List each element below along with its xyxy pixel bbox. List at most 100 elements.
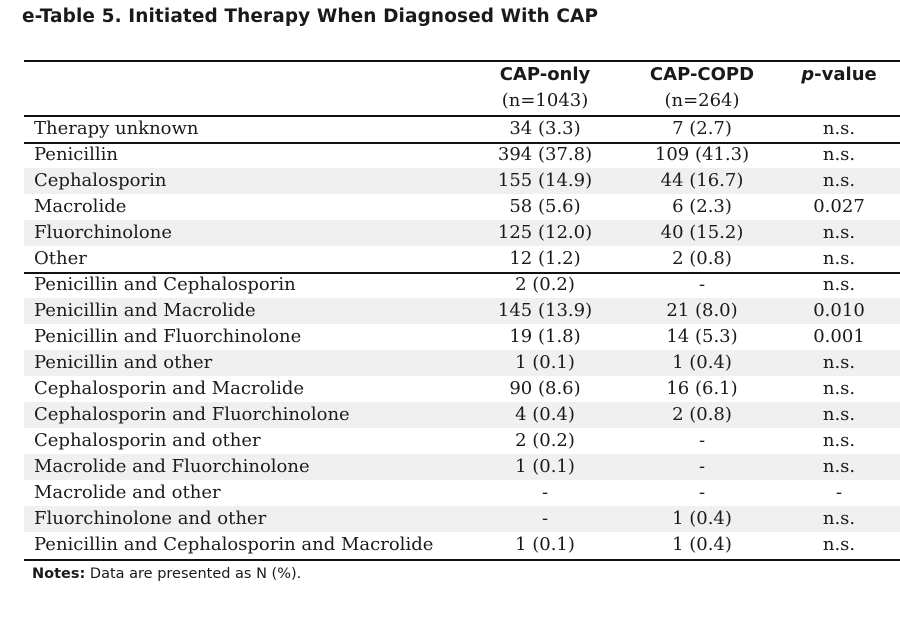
cell-p-value: 0.027	[813, 196, 865, 217]
cell-cap-only: 90 (8.6)	[509, 378, 581, 399]
cell-cap-only: 58 (5.6)	[509, 196, 581, 217]
cell-cap-copd: 16 (6.1)	[666, 378, 738, 399]
row-label: Penicillin	[34, 144, 119, 165]
table-row: Other 12 (1.2) 2 (0.8) n.s.	[24, 246, 900, 272]
row-label: Other	[34, 248, 87, 269]
table-row: Macrolide and Fluorchinolone 1 (0.1) - n.s.	[24, 454, 900, 480]
cell-cap-copd: -	[698, 430, 706, 451]
table-row: Penicillin and Cephalosporin 2 (0.2) - n.s.	[24, 272, 900, 298]
top-rule	[24, 60, 900, 62]
table-row: Cephalosporin and Fluorchinolone 4 (0.4) 2…	[24, 402, 900, 428]
cell-p-value: n.s.	[822, 430, 856, 451]
cell-cap-only: 4 (0.4)	[515, 404, 575, 425]
header-p-value-label: p-value	[778, 62, 900, 88]
bottom-rule	[24, 559, 900, 561]
cell-cap-copd: -	[698, 274, 706, 295]
cell-cap-only: -	[541, 508, 549, 529]
cell-cap-only: 394 (37.8)	[497, 144, 593, 165]
cell-cap-copd: 1 (0.4)	[672, 534, 732, 555]
cell-p-value: n.s.	[822, 378, 856, 399]
row-label: Macrolide and other	[34, 482, 221, 503]
header-cap-copd: CAP-COPD (n=264)	[626, 62, 778, 114]
cell-p-value: n.s.	[822, 118, 856, 139]
table-row: Macrolide and other - - -	[24, 480, 900, 506]
header-p-suffix: -value	[814, 64, 877, 85]
row-label: Penicillin and Fluorchinolone	[34, 326, 302, 347]
header-rule	[24, 115, 900, 117]
cell-cap-only: 1 (0.1)	[515, 456, 575, 477]
cell-p-value: n.s.	[822, 456, 856, 477]
row-label: Macrolide and Fluorchinolone	[34, 456, 310, 477]
cell-cap-copd: 2 (0.8)	[672, 248, 732, 269]
table-row: Fluorchinolone 125 (12.0) 40 (15.2) n.s.	[24, 220, 900, 246]
cell-p-value: n.s.	[822, 248, 856, 269]
cell-cap-copd: 14 (5.3)	[666, 326, 738, 347]
row-label: Cephalosporin and Macrolide	[34, 378, 305, 399]
row-label: Cephalosporin and Fluorchinolone	[34, 404, 350, 425]
table-row: Penicillin 394 (37.8) 109 (41.3) n.s.	[24, 142, 900, 168]
table-row: Penicillin and other 1 (0.1) 1 (0.4) n.s.	[24, 350, 900, 376]
table-notes: Notes: Data are presented as N (%).	[32, 566, 301, 582]
row-label: Macrolide	[34, 196, 127, 217]
header-cap-only-name: CAP-only	[499, 64, 591, 85]
cell-cap-only: 2 (0.2)	[515, 430, 575, 451]
notes-label: Notes:	[32, 566, 86, 582]
cell-cap-only: 2 (0.2)	[515, 274, 575, 295]
notes-text: Data are presented as N (%).	[85, 566, 302, 582]
row-label: Penicillin and Cephalosporin	[34, 274, 296, 295]
header-cap-only-n: (n=1043)	[501, 90, 589, 111]
table-row: Therapy unknown 34 (3.3) 7 (2.7) n.s.	[24, 116, 900, 142]
cell-cap-copd: 109 (41.3)	[654, 144, 750, 165]
cell-cap-only: 1 (0.1)	[515, 352, 575, 373]
row-label: Therapy unknown	[34, 118, 199, 139]
cell-p-value: n.s.	[822, 534, 856, 555]
cell-p-value: n.s.	[822, 274, 856, 295]
cell-cap-copd: 1 (0.4)	[672, 352, 732, 373]
cell-p-value: n.s.	[822, 170, 856, 191]
header-cap-copd-name: CAP-COPD	[649, 64, 755, 85]
cell-cap-only: 12 (1.2)	[509, 248, 581, 269]
section-rule	[24, 272, 900, 274]
header-p-value: p-value	[778, 62, 900, 88]
cell-p-value: n.s.	[822, 144, 856, 165]
row-label: Penicillin and other	[34, 352, 213, 373]
table-row: Macrolide 58 (5.6) 6 (2.3) 0.027	[24, 194, 900, 220]
cell-cap-copd: 1 (0.4)	[672, 508, 732, 529]
table-row: Penicillin and Fluorchinolone 19 (1.8) 14 …	[24, 324, 900, 350]
cell-cap-only: 1 (0.1)	[515, 534, 575, 555]
table-row: Cephalosporin and other 2 (0.2) - n.s.	[24, 428, 900, 454]
table-row: Penicillin and Cephalosporin and Macroli…	[24, 532, 900, 558]
cell-cap-copd: 6 (2.3)	[672, 196, 732, 217]
row-label: Penicillin and Cephalosporin and Macroli…	[34, 534, 434, 555]
cell-p-value: -	[835, 482, 843, 503]
cell-cap-copd: 2 (0.8)	[672, 404, 732, 425]
table-row: Cephalosporin 155 (14.9) 44 (16.7) n.s.	[24, 168, 900, 194]
cell-p-value: 0.001	[813, 326, 865, 347]
row-label: Fluorchinolone and other	[34, 508, 267, 529]
cell-cap-only: -	[541, 482, 549, 503]
cell-p-value: n.s.	[822, 404, 856, 425]
section-rule	[24, 142, 900, 144]
table-row: Fluorchinolone and other - 1 (0.4) n.s.	[24, 506, 900, 532]
table-row: Penicillin and Macrolide 145 (13.9) 21 (8.…	[24, 298, 900, 324]
header-cap-only: CAP-only (n=1043)	[464, 62, 626, 114]
row-label: Cephalosporin and other	[34, 430, 261, 451]
cell-p-value: 0.010	[813, 300, 865, 321]
header-cap-copd-n: (n=264)	[664, 90, 740, 111]
cell-cap-copd: -	[698, 456, 706, 477]
cell-cap-copd: 40 (15.2)	[660, 222, 744, 243]
cell-cap-copd: 21 (8.0)	[666, 300, 738, 321]
cell-cap-only: 155 (14.9)	[497, 170, 593, 191]
table-row: Cephalosporin and Macrolide 90 (8.6) 16 (6…	[24, 376, 900, 402]
cell-cap-only: 145 (13.9)	[497, 300, 593, 321]
cell-cap-copd: 7 (2.7)	[672, 118, 732, 139]
table-title: e-Table 5. Initiated Therapy When Diagno…	[22, 6, 599, 27]
cell-p-value: n.s.	[822, 352, 856, 373]
cell-p-value: n.s.	[822, 222, 856, 243]
cell-cap-only: 19 (1.8)	[509, 326, 581, 347]
cell-cap-only: 34 (3.3)	[509, 118, 581, 139]
cell-p-value: n.s.	[822, 508, 856, 529]
header-p-italic: p	[801, 64, 815, 85]
cell-cap-only: 125 (12.0)	[497, 222, 593, 243]
row-label: Cephalosporin	[34, 170, 167, 191]
